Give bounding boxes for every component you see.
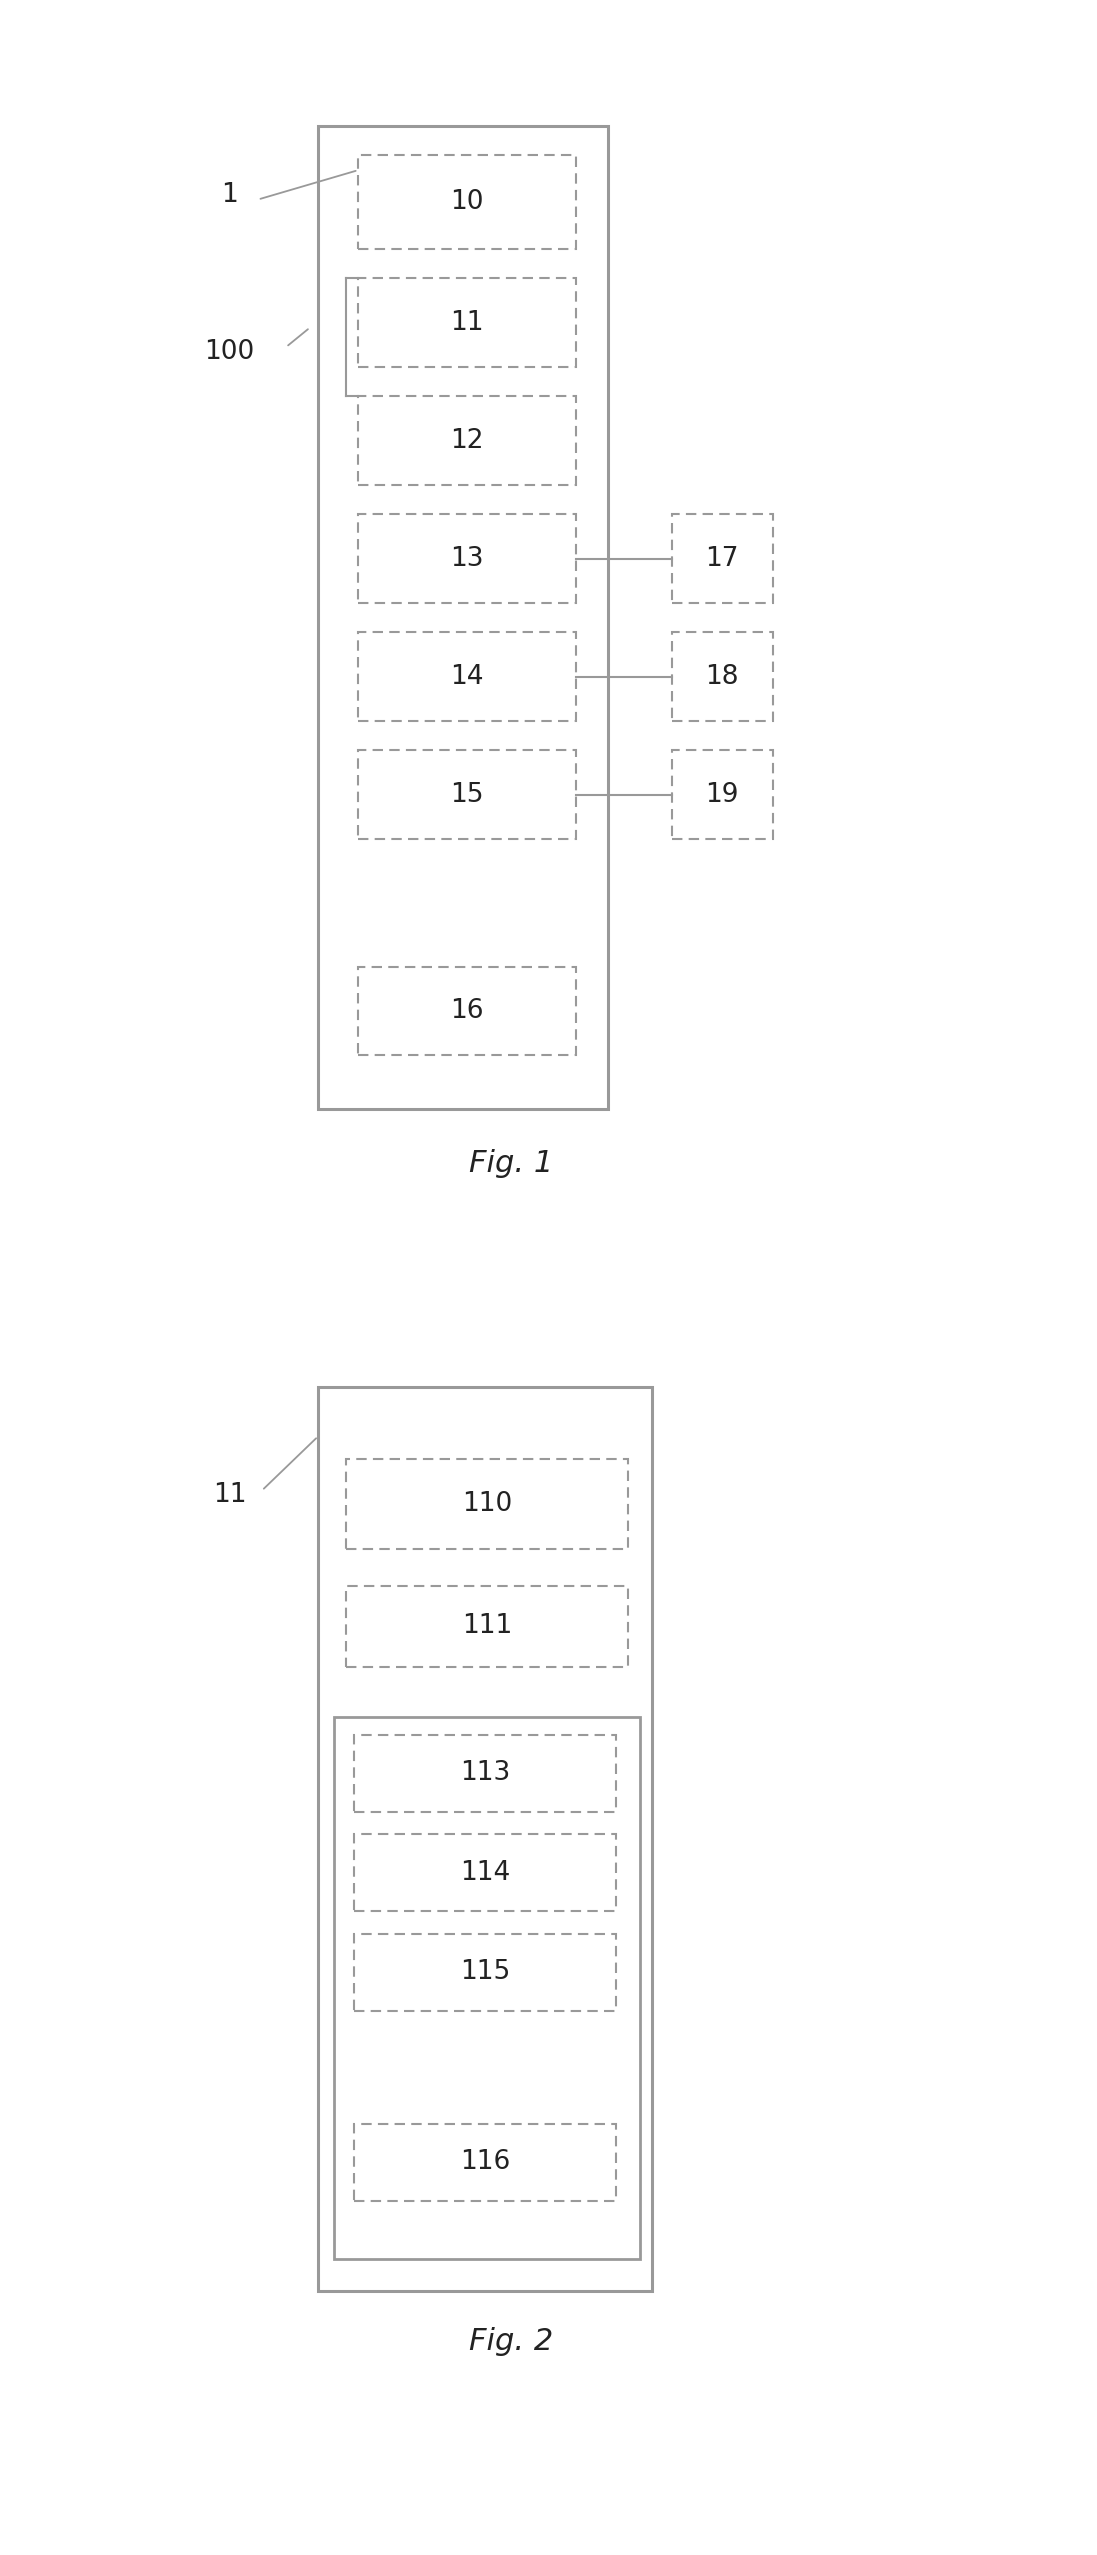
- Text: 1: 1: [222, 181, 238, 207]
- Text: 110: 110: [462, 1492, 512, 1518]
- Bar: [672, 751, 772, 838]
- Text: Fig. 2: Fig. 2: [470, 2328, 553, 2356]
- Bar: [359, 396, 576, 485]
- Text: 10: 10: [450, 189, 484, 215]
- Text: 12: 12: [450, 427, 484, 455]
- Bar: [354, 2123, 615, 2200]
- Bar: [359, 514, 576, 603]
- Text: 13: 13: [450, 547, 484, 572]
- Bar: [354, 1934, 615, 2011]
- Text: 17: 17: [705, 547, 739, 572]
- Bar: [359, 966, 576, 1055]
- Bar: [335, 1717, 640, 2259]
- Text: 14: 14: [450, 664, 484, 690]
- Bar: [672, 631, 772, 721]
- Text: 114: 114: [460, 1860, 510, 1886]
- Text: 11: 11: [450, 309, 484, 335]
- Text: 18: 18: [705, 664, 739, 690]
- Text: 11: 11: [213, 1482, 247, 1507]
- Text: Fig. 1: Fig. 1: [470, 1150, 553, 1178]
- Bar: [347, 1587, 627, 1666]
- Bar: [354, 1834, 615, 1911]
- Text: 116: 116: [460, 2149, 510, 2174]
- Bar: [359, 631, 576, 721]
- Bar: [318, 125, 608, 1109]
- Bar: [359, 278, 576, 368]
- Text: 15: 15: [450, 782, 484, 807]
- Bar: [359, 751, 576, 838]
- Text: 115: 115: [460, 1960, 510, 1985]
- Bar: [347, 1459, 627, 1548]
- Bar: [359, 156, 576, 248]
- Bar: [672, 514, 772, 603]
- Text: 113: 113: [460, 1760, 510, 1786]
- Bar: [318, 1387, 652, 2292]
- Text: 19: 19: [705, 782, 739, 807]
- Text: 100: 100: [204, 340, 255, 365]
- Bar: [354, 1735, 615, 1811]
- Text: 111: 111: [462, 1612, 512, 1640]
- Text: 16: 16: [450, 999, 484, 1025]
